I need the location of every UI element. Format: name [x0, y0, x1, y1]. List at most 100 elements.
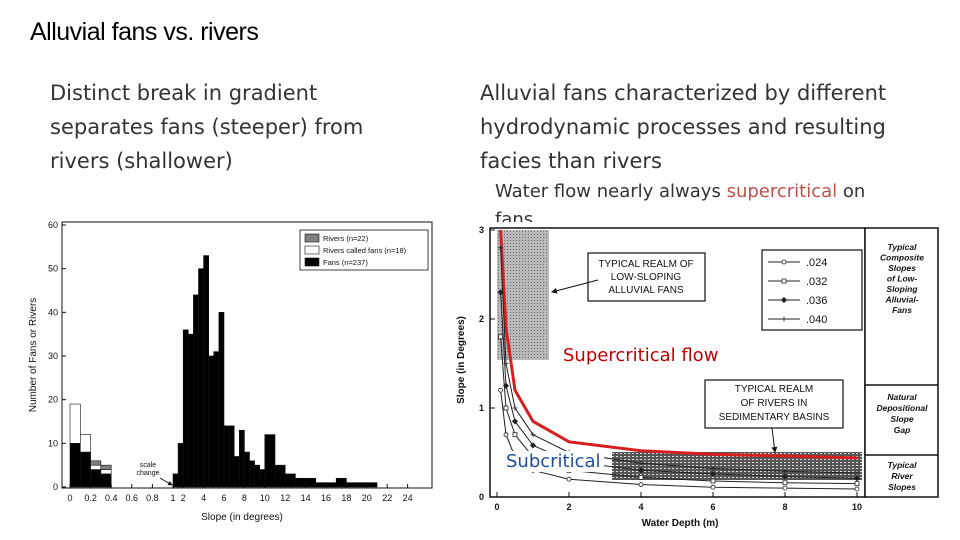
bar — [239, 429, 245, 488]
legend-label: .040 — [806, 314, 827, 326]
y-tick-label: 20 — [48, 395, 58, 405]
box-label-line: OF RIVERS IN — [741, 398, 808, 409]
x-tick-label: 0 — [67, 493, 72, 503]
point — [498, 387, 504, 393]
point — [530, 432, 536, 438]
legend-label: Fans (n=237) — [323, 258, 368, 267]
bar — [305, 477, 317, 488]
y-tick-label: 60 — [48, 220, 58, 230]
bar — [218, 312, 225, 488]
x-tick-label: 0.2 — [84, 493, 97, 503]
side-label-line: Alluvial- — [884, 295, 918, 305]
legend-swatch — [304, 233, 320, 243]
annotation-arrow — [159, 477, 173, 486]
x-tick-label: 6 — [710, 502, 715, 512]
side-label-line: Depositional — [876, 403, 928, 413]
legend-label: .024 — [806, 257, 827, 269]
point — [854, 470, 860, 476]
left-text: Distinct break in gradient separates fan… — [50, 81, 364, 173]
x-tick-label: 0.8 — [146, 493, 159, 503]
bar — [80, 451, 91, 488]
side-label-line: Fans — [892, 305, 912, 315]
slide-title: Alluvial fans vs. rivers — [30, 18, 259, 46]
x-tick-label: 4 — [201, 493, 206, 503]
legend-marker — [781, 316, 787, 322]
bar — [90, 460, 102, 466]
bar — [208, 355, 215, 488]
box-label-line: TYPICAL REALM OF — [598, 259, 693, 270]
bar — [244, 451, 250, 488]
bar — [172, 473, 179, 488]
bar — [182, 329, 189, 488]
annotation-line: change — [137, 470, 160, 477]
bar — [100, 464, 112, 470]
bar — [188, 333, 194, 488]
x-tick-label: 10 — [852, 502, 862, 512]
point — [854, 486, 860, 492]
side-label-line: Slopes — [888, 263, 916, 273]
side-label-line: Typical — [888, 242, 918, 252]
bar — [203, 255, 210, 488]
point — [512, 405, 518, 411]
side-label-line: Gap — [894, 425, 911, 435]
side-panel — [864, 227, 939, 498]
x-tick-label: 2 — [181, 493, 186, 503]
box — [587, 252, 706, 302]
bar — [284, 473, 296, 488]
x-tick-label: 2 — [566, 502, 571, 512]
point — [709, 470, 717, 477]
side-label-line: Slope — [890, 414, 913, 424]
bar — [249, 460, 255, 488]
legend-label: .032 — [806, 276, 827, 288]
point — [566, 476, 572, 482]
point — [638, 460, 644, 466]
bar — [264, 434, 276, 488]
x-axis-label: Slope (in degrees) — [201, 512, 283, 523]
bar — [177, 443, 184, 488]
point — [498, 245, 504, 251]
bar — [335, 477, 347, 488]
legend-label: Rivers called fans (n=18) — [323, 246, 407, 255]
point — [710, 478, 716, 484]
bar — [356, 482, 368, 488]
point — [710, 484, 716, 490]
y-tick-label: 3 — [479, 225, 484, 235]
point — [854, 481, 860, 487]
point — [853, 475, 861, 482]
x-tick-label: 0.4 — [105, 493, 118, 503]
box-label-line: LOW-SLOPING — [611, 272, 682, 283]
legend-label: Rivers (n=22) — [323, 234, 369, 243]
bar — [223, 425, 230, 488]
bar — [233, 456, 240, 488]
bar — [295, 477, 306, 488]
y-tick-label: 40 — [48, 307, 58, 317]
y-tick-label: 10 — [48, 438, 58, 448]
x-axis-label: Water Depth (m) — [642, 518, 719, 529]
x-tick-label: 12 — [280, 493, 290, 503]
bullet-text: Water flow nearly always — [495, 181, 727, 202]
x-tick-label: 4 — [638, 502, 643, 512]
point — [710, 466, 716, 472]
side-label-line: Slopes — [888, 482, 916, 492]
box-label-line: TYPICAL REALM — [735, 384, 814, 395]
bar — [100, 469, 112, 475]
point — [782, 485, 788, 491]
bar — [193, 294, 199, 488]
legend-box — [761, 249, 863, 331]
bar — [90, 464, 102, 470]
box-label: TYPICAL REALM OF LOW-SLOPING ALLUVIAL FANS — [598, 259, 693, 296]
point — [638, 482, 644, 487]
point — [503, 432, 509, 438]
point — [502, 382, 510, 389]
point — [782, 480, 788, 486]
side-label-line: Typical — [888, 460, 918, 470]
x-tick-label: 8 — [242, 493, 247, 503]
bar — [80, 434, 91, 453]
annotation-subcritical: Subcritical — [503, 451, 604, 472]
point — [638, 475, 644, 480]
point — [512, 432, 518, 438]
point — [637, 467, 645, 474]
curve — [499, 229, 858, 460]
bar — [315, 482, 327, 488]
